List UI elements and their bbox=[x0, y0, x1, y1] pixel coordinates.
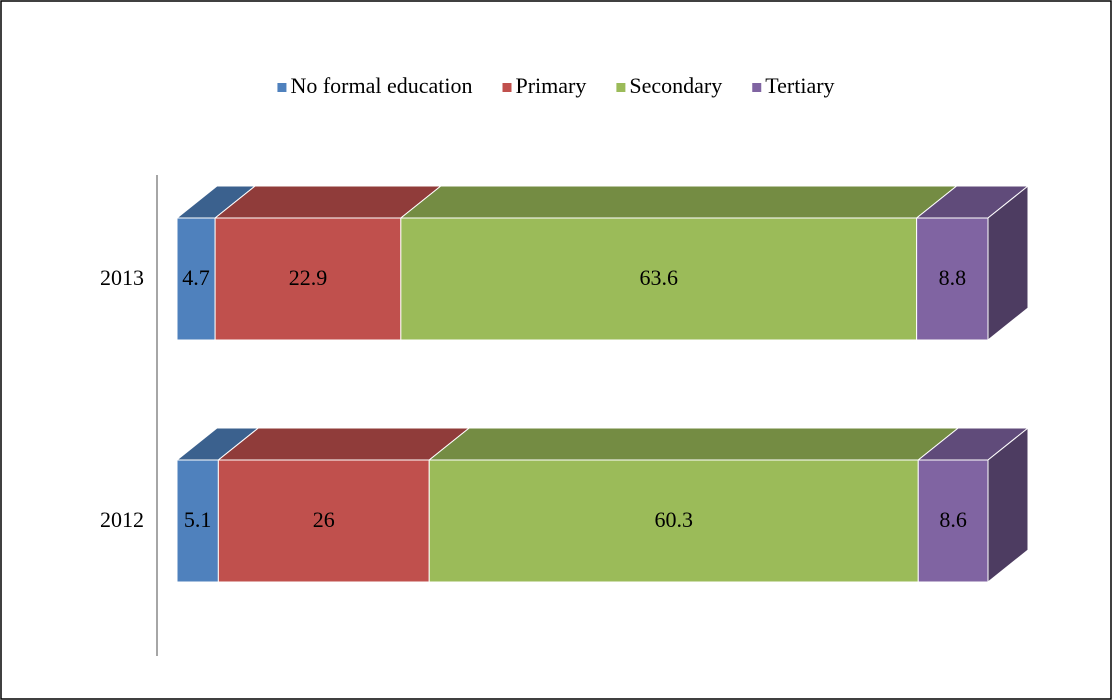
bar bbox=[217, 459, 430, 583]
bar-side-face bbox=[987, 184, 1029, 342]
data-label: 8.8 bbox=[939, 265, 967, 290]
bar bbox=[214, 217, 402, 341]
bar-side-face bbox=[987, 426, 1029, 584]
data-label: 4.7 bbox=[182, 265, 210, 290]
bar bbox=[428, 459, 919, 583]
bar-top-face bbox=[399, 185, 959, 219]
data-label: 5.1 bbox=[184, 507, 212, 532]
data-label: 63.6 bbox=[639, 265, 678, 290]
bar bbox=[176, 459, 219, 583]
bar bbox=[176, 217, 216, 341]
data-label: 8.6 bbox=[939, 507, 967, 532]
bar-top-face bbox=[216, 427, 471, 461]
legend-swatch bbox=[277, 83, 287, 92]
data-label: 22.9 bbox=[289, 265, 328, 290]
legend-label: Tertiary bbox=[765, 73, 834, 98]
legend-label: Secondary bbox=[629, 73, 722, 98]
data-label: 26 bbox=[313, 507, 335, 532]
data-label: 60.3 bbox=[654, 507, 693, 532]
legend-swatch bbox=[502, 83, 512, 92]
legend-label: Primary bbox=[516, 73, 587, 98]
legend-swatch bbox=[616, 83, 626, 92]
legend-label: No formal education bbox=[290, 73, 472, 98]
y-tick-label: 2012 bbox=[100, 507, 144, 532]
bar bbox=[400, 217, 918, 341]
bar bbox=[917, 459, 989, 583]
legend-swatch bbox=[752, 83, 762, 92]
bar-top-face bbox=[427, 427, 960, 461]
y-tick-label: 2013 bbox=[100, 265, 144, 290]
bar bbox=[916, 217, 989, 341]
